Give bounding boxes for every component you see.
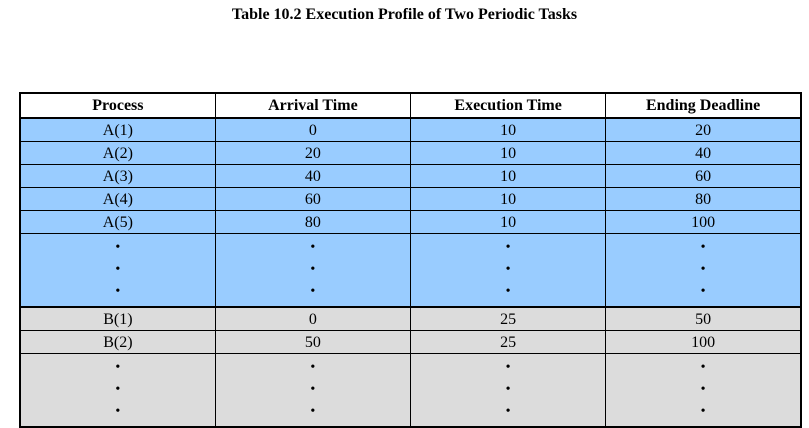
continuation-dot: •	[700, 404, 706, 419]
continuation-dots: • • •	[409, 353, 607, 428]
cell-process: B(1)	[19, 306, 216, 331]
table-row-a-continuation: • • • • • • • • • • • •	[19, 233, 802, 308]
cell-arrival: 20	[214, 141, 412, 165]
continuation-dot: •	[310, 382, 316, 397]
cell-process: A(2)	[19, 141, 216, 165]
continuation-dots: • • •	[409, 233, 607, 308]
continuation-dot: •	[310, 360, 316, 375]
table-row-a2: A(2) 20 10 40	[19, 141, 802, 165]
continuation-dots: • • •	[19, 233, 216, 308]
cell-execution: 25	[409, 306, 607, 331]
cell-deadline: 40	[605, 141, 802, 165]
continuation-dot: •	[115, 240, 121, 255]
table-row-a5: A(5) 80 10 100	[19, 210, 802, 234]
cell-process: A(3)	[19, 164, 216, 188]
continuation-dot: •	[115, 262, 121, 277]
continuation-dots: • • •	[19, 353, 216, 428]
cell-execution: 10	[409, 117, 607, 142]
continuation-dot: •	[700, 360, 706, 375]
cell-deadline: 80	[605, 187, 802, 211]
continuation-dot: •	[115, 382, 121, 397]
cell-execution: 10	[409, 164, 607, 188]
cell-deadline: 100	[605, 330, 802, 354]
continuation-dot: •	[310, 262, 316, 277]
cell-deadline: 50	[605, 306, 802, 331]
cell-arrival: 0	[214, 306, 412, 331]
continuation-dot: •	[700, 262, 706, 277]
continuation-dot: •	[310, 240, 316, 255]
continuation-dot: •	[505, 404, 511, 419]
table-row-b2: B(2) 50 25 100	[19, 330, 802, 354]
table-row-a1: A(1) 0 10 20	[19, 117, 802, 142]
cell-execution: 10	[409, 210, 607, 234]
cell-execution: 10	[409, 141, 607, 165]
column-header-arrival-time: Arrival Time	[214, 92, 412, 119]
continuation-dots: • • •	[214, 233, 412, 308]
cell-process: A(1)	[19, 117, 216, 142]
table-caption: Table 10.2 Execution Profile of Two Peri…	[231, 6, 578, 23]
cell-arrival: 50	[214, 330, 412, 354]
header-row: Process Arrival Time Execution Time Endi…	[19, 92, 802, 119]
table-row-a4: A(4) 60 10 80	[19, 187, 802, 211]
cell-deadline: 20	[605, 117, 802, 142]
continuation-dots: • • •	[605, 353, 802, 428]
cell-arrival: 60	[214, 187, 412, 211]
continuation-dot: •	[115, 404, 121, 419]
continuation-dot: •	[505, 240, 511, 255]
cell-deadline: 100	[605, 210, 802, 234]
column-header-execution-time: Execution Time	[409, 92, 607, 119]
continuation-dot: •	[115, 360, 121, 375]
continuation-dot: •	[115, 284, 121, 299]
cell-arrival: 0	[214, 117, 412, 142]
continuation-dot: •	[310, 284, 316, 299]
continuation-dot: •	[505, 284, 511, 299]
cell-process: B(2)	[19, 330, 216, 354]
continuation-dot: •	[700, 240, 706, 255]
cell-execution: 25	[409, 330, 607, 354]
continuation-dot: •	[310, 404, 316, 419]
continuation-dot: •	[505, 360, 511, 375]
cell-arrival: 40	[214, 164, 412, 188]
continuation-dots: • • •	[214, 353, 412, 428]
continuation-dots: • • •	[605, 233, 802, 308]
continuation-dot: •	[505, 382, 511, 397]
cell-process: A(4)	[19, 187, 216, 211]
table-row-b1: B(1) 0 25 50	[19, 306, 802, 331]
cell-deadline: 60	[605, 164, 802, 188]
table-row-a3: A(3) 40 10 60	[19, 164, 802, 188]
column-header-process: Process	[19, 92, 216, 119]
continuation-dot: •	[505, 262, 511, 277]
execution-profile-table: Process Arrival Time Execution Time Endi…	[19, 92, 802, 428]
continuation-dot: •	[700, 382, 706, 397]
column-header-ending-deadline: Ending Deadline	[605, 92, 802, 119]
cell-execution: 10	[409, 187, 607, 211]
continuation-dot: •	[700, 284, 706, 299]
table-row-b-continuation: • • • • • • • • • • • •	[19, 353, 802, 428]
cell-arrival: 80	[214, 210, 412, 234]
cell-process: A(5)	[19, 210, 216, 234]
